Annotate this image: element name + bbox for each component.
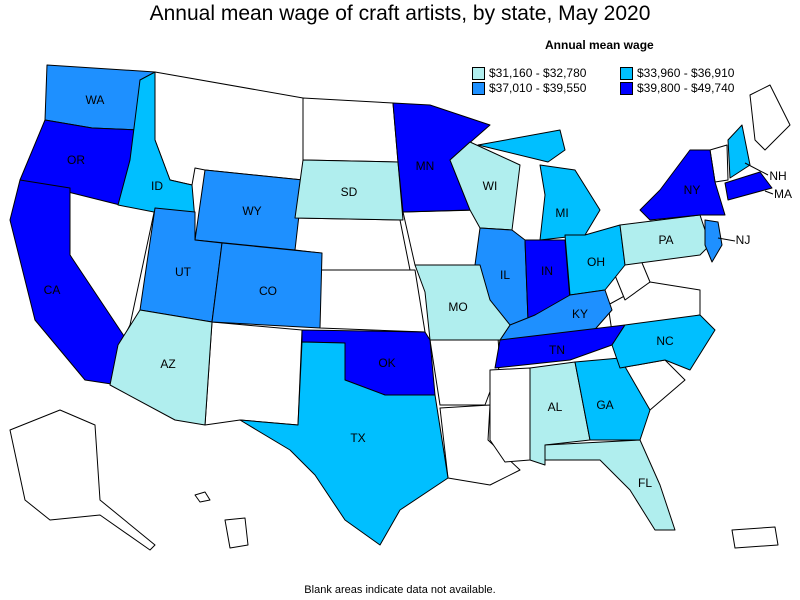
- state-label-NC: NC: [656, 334, 674, 348]
- legend-swatch: [472, 81, 485, 95]
- map-title: Annual mean wage of craft artists, by st…: [149, 2, 651, 25]
- state-label-ID: ID: [151, 179, 163, 193]
- state-label-PA: PA: [658, 233, 673, 247]
- state-TX: [239, 341, 449, 546]
- state-AZ: [109, 309, 213, 426]
- state-label-OR: OR: [67, 153, 85, 167]
- blank-states: [9, 71, 791, 551]
- state-label-MA: MA: [774, 187, 792, 201]
- state-AK: [9, 409, 156, 551]
- legend-item-bin-4: $39,800 - $49,740: [620, 81, 734, 95]
- state-label-NJ: NJ: [736, 233, 751, 247]
- legend-swatch: [620, 81, 633, 95]
- state-TN: [494, 324, 626, 369]
- legend-item-bin-3: $37,010 - $39,550: [472, 81, 586, 95]
- state-label-KY: KY: [572, 307, 588, 321]
- state-FL: [544, 439, 676, 531]
- footnote: Blank areas indicate data not available.: [304, 584, 496, 596]
- state-GA: [574, 357, 651, 441]
- state-label-NH: NH: [769, 169, 786, 183]
- data-states: [9, 64, 773, 546]
- state-label-GA: GA: [596, 398, 613, 412]
- state-PR: [731, 526, 779, 549]
- state-label-MI: MI: [555, 206, 568, 220]
- state-label-IN: IN: [541, 264, 553, 278]
- state-label-WY: WY: [242, 204, 261, 218]
- state-label-OK: OK: [378, 356, 395, 370]
- state-label-MO: MO: [448, 300, 467, 314]
- state-ND: [302, 97, 399, 163]
- state-ME: [749, 84, 791, 151]
- state-MA: [724, 171, 773, 201]
- state-HI: [194, 491, 249, 549]
- state-label-TX: TX: [350, 431, 365, 445]
- legend-label: $39,800 - $49,740: [637, 81, 735, 95]
- state-SD: [294, 159, 404, 221]
- state-label-SD: SD: [341, 185, 358, 199]
- state-NJ: [704, 219, 723, 263]
- state-CO: [211, 242, 323, 329]
- legend-label: $37,010 - $39,550: [489, 81, 587, 95]
- state-NC: [611, 314, 716, 371]
- legend-swatch: [620, 66, 633, 80]
- state-label-CA: CA: [44, 283, 61, 297]
- state-NM: [204, 321, 303, 426]
- state-label-WI: WI: [483, 179, 498, 193]
- state-MO: [414, 264, 511, 341]
- legend-label: $33,960 - $36,910: [637, 66, 735, 80]
- state-MS: [489, 367, 531, 463]
- legend-item-bin-2: $33,960 - $36,910: [620, 66, 734, 80]
- label-leader-lines: [717, 162, 774, 242]
- state-label-NY: NY: [684, 183, 701, 197]
- legend-swatch: [472, 66, 485, 80]
- state-ID: [117, 71, 196, 221]
- state-MT: [154, 71, 304, 186]
- state-label-OH: OH: [587, 255, 605, 269]
- state-label-WA: WA: [86, 93, 105, 107]
- state-label-MN: MN: [416, 159, 435, 173]
- state-label-AL: AL: [548, 400, 563, 414]
- state-label-AZ: AZ: [160, 357, 175, 371]
- state-NY: [639, 149, 726, 221]
- legend-label: $31,160 - $32,780: [489, 66, 587, 80]
- state-label-TN: TN: [549, 343, 565, 357]
- state-label-UT: UT: [175, 265, 192, 279]
- state-label-FL: FL: [638, 476, 652, 490]
- state-label-CO: CO: [259, 284, 277, 298]
- state-labels: WA OR CA ID WY UT CO AZ SD MN WI MI IL I…: [44, 93, 792, 490]
- legend-title: Annual mean wage: [545, 38, 654, 52]
- state-KS: [319, 269, 426, 333]
- state-label-IL: IL: [500, 268, 510, 282]
- state-NH: [727, 124, 751, 179]
- legend-item-bin-1: $31,160 - $32,780: [472, 66, 586, 80]
